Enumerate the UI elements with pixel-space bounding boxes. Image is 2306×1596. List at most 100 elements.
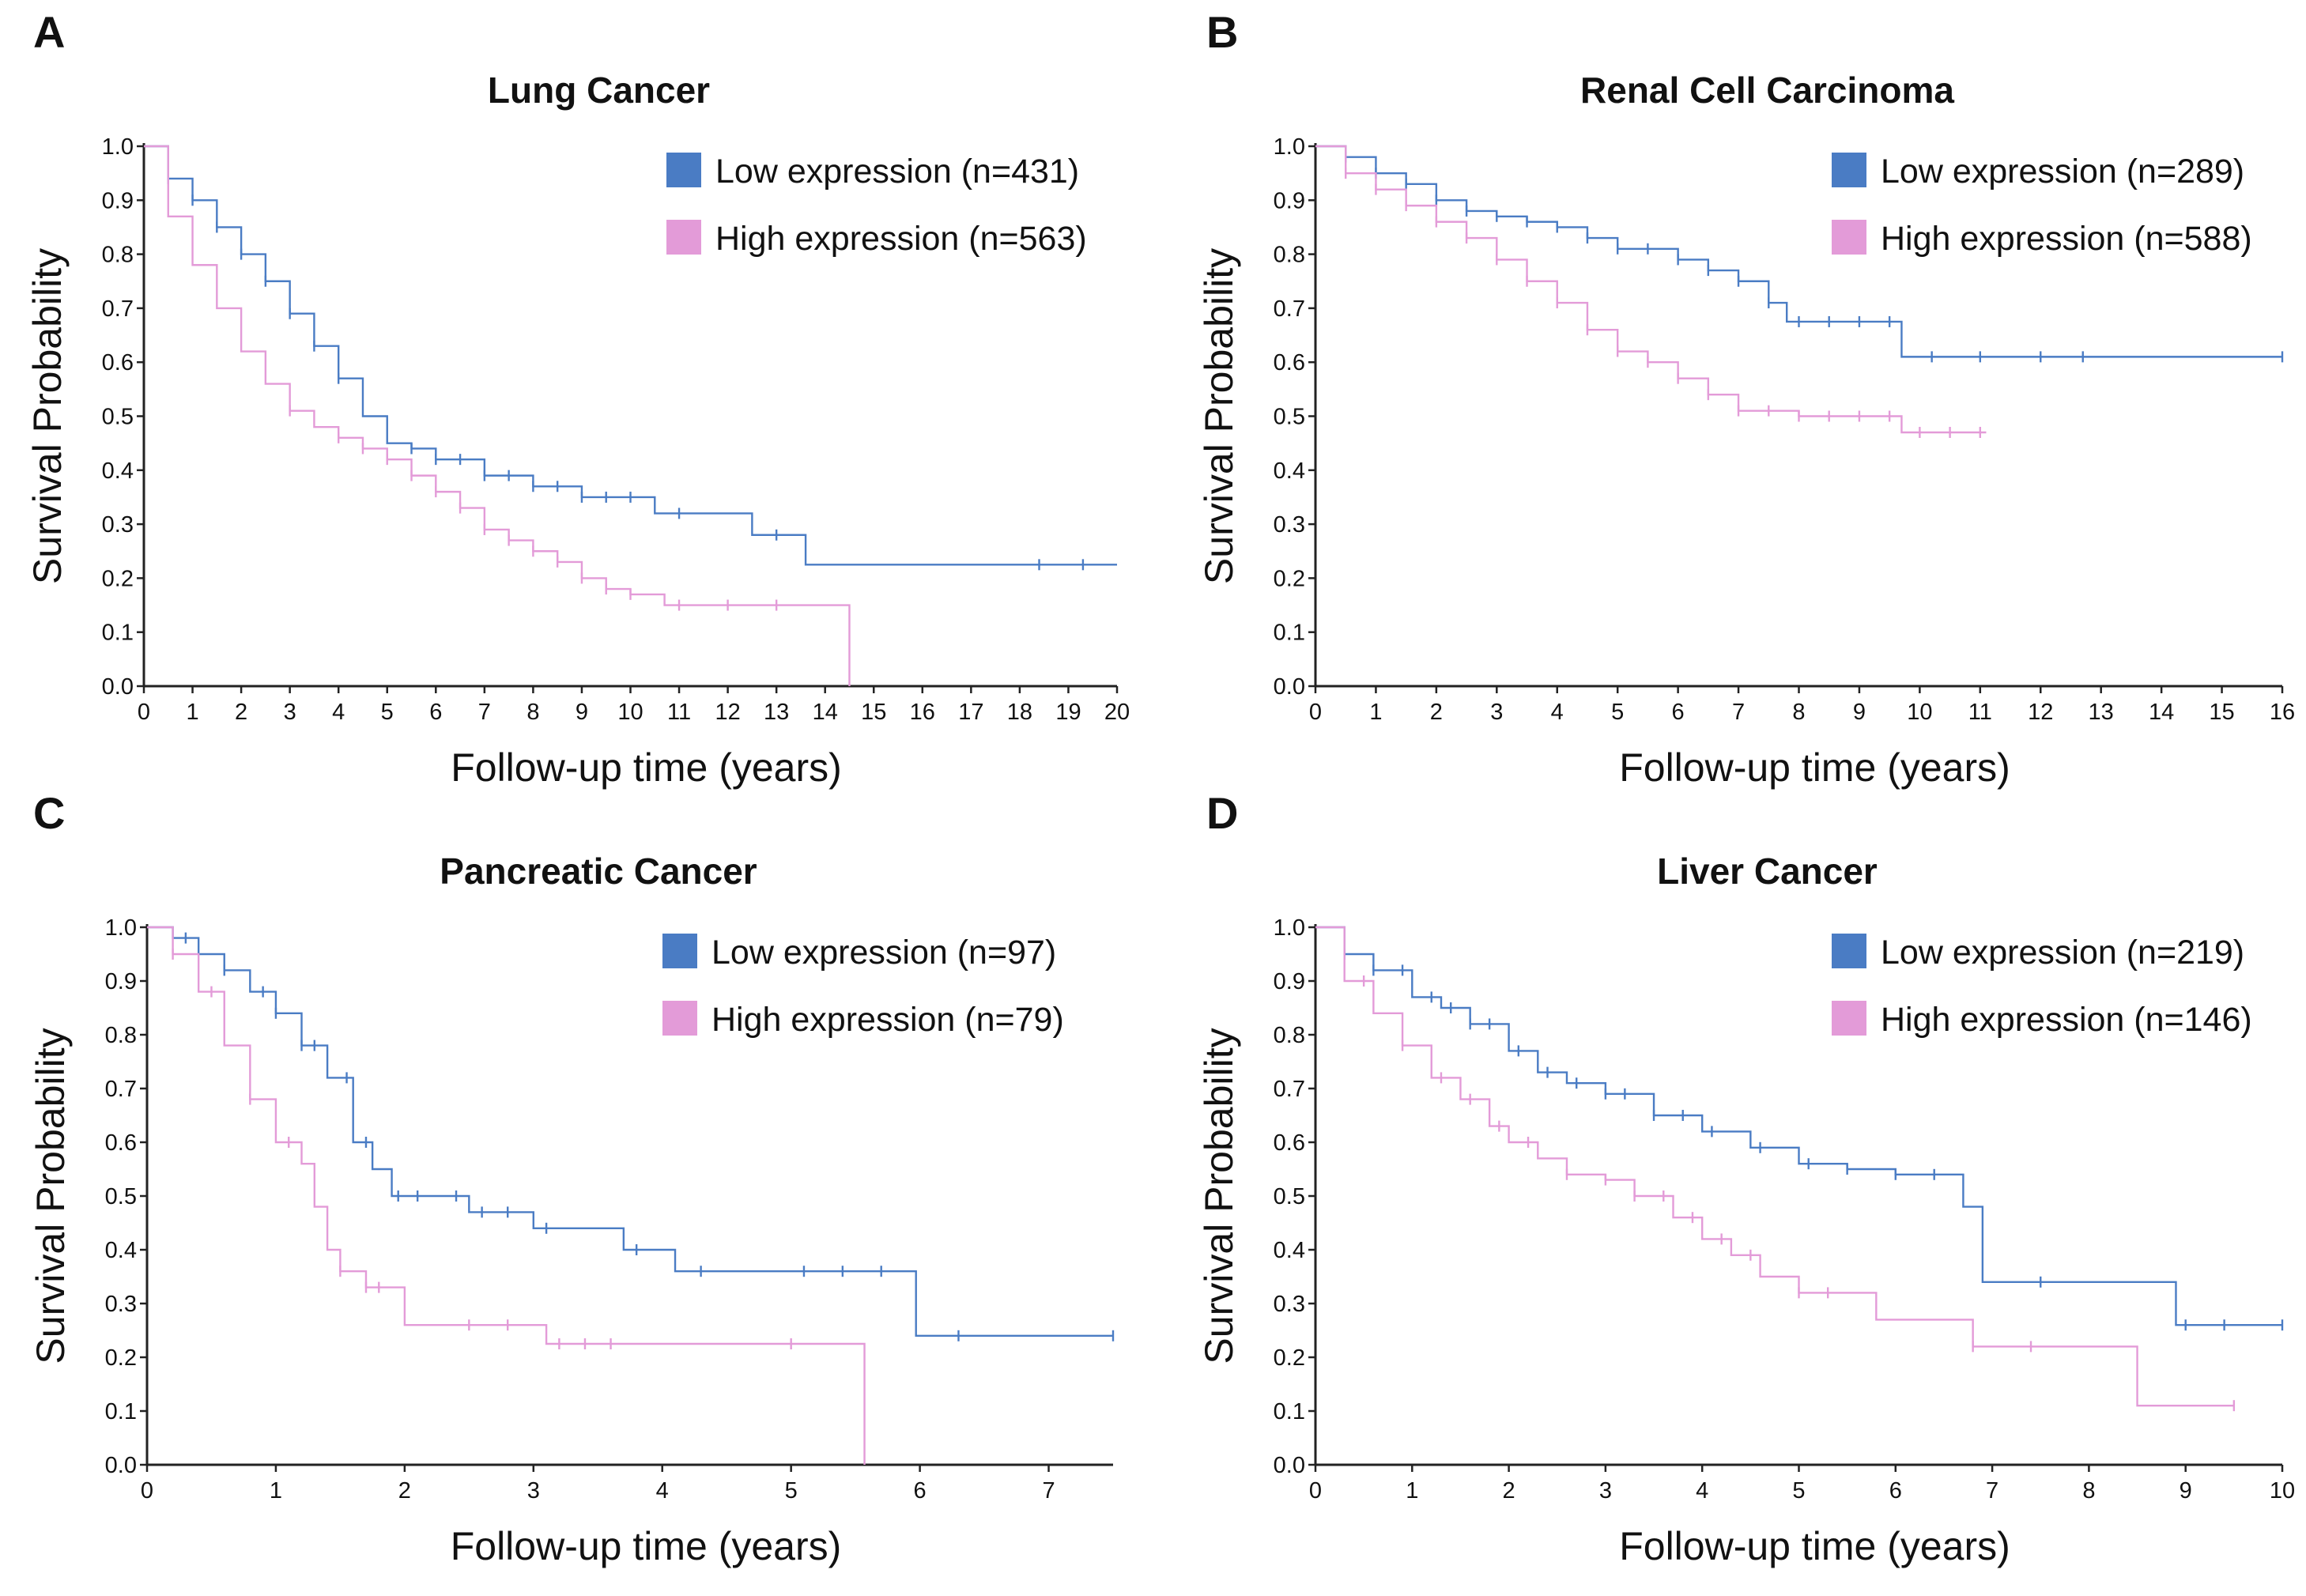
x-tick-label: 7 xyxy=(1042,1478,1055,1504)
x-tick-label: 2 xyxy=(1430,700,1443,725)
y-axis-label: Survival Probability xyxy=(25,248,70,584)
y-tick-label: 0.6 xyxy=(1274,1130,1305,1156)
x-tick-label: 7 xyxy=(478,700,491,725)
x-tick-label: 12 xyxy=(715,700,740,725)
x-axis-label: Follow-up time (years) xyxy=(451,1524,842,1568)
y-tick-label: 0.1 xyxy=(1274,621,1305,646)
legend-label-high: High expression (n=563) xyxy=(715,220,1087,258)
y-tick-label: 0.9 xyxy=(1274,969,1305,994)
x-tick-label: 8 xyxy=(526,700,539,725)
y-tick-label: 0.5 xyxy=(105,1184,137,1209)
x-tick-label: 5 xyxy=(1611,700,1624,725)
x-tick-label: 3 xyxy=(1490,700,1503,725)
x-tick-label: 13 xyxy=(2089,700,2114,725)
chart-title: Lung Cancer xyxy=(488,70,710,111)
x-tick-label: 17 xyxy=(958,700,983,725)
y-tick-label: 0.8 xyxy=(1274,243,1305,268)
x-tick-label: 14 xyxy=(2149,700,2174,725)
x-tick-label: 14 xyxy=(813,700,838,725)
x-tick-label: 9 xyxy=(2180,1478,2192,1504)
x-tick-label: 9 xyxy=(576,700,588,725)
x-tick-label: 11 xyxy=(667,700,691,725)
y-tick-label: 0.5 xyxy=(102,405,134,430)
legend-swatch-low xyxy=(662,934,697,968)
y-tick-label: 0.4 xyxy=(1274,458,1305,484)
y-axis-label: Survival Probability xyxy=(28,1028,73,1364)
x-axis-label: Follow-up time (years) xyxy=(451,745,842,790)
x-tick-label: 15 xyxy=(2209,700,2234,725)
x-tick-label: 5 xyxy=(1792,1478,1805,1504)
x-tick-label: 10 xyxy=(2270,1478,2295,1504)
y-tick-label: 0.1 xyxy=(102,621,134,646)
x-tick-label: 10 xyxy=(1907,700,1932,725)
y-tick-label: 0.3 xyxy=(1274,512,1305,538)
x-tick-label: 8 xyxy=(2082,1478,2095,1504)
x-tick-label: 8 xyxy=(1792,700,1805,725)
x-tick-label: 5 xyxy=(381,700,394,725)
legend-label-low: Low expression (n=289) xyxy=(1881,153,2244,191)
x-tick-label: 2 xyxy=(235,700,247,725)
x-tick-label: 6 xyxy=(1672,700,1685,725)
y-tick-label: 0.7 xyxy=(1274,296,1305,322)
y-tick-label: 0.3 xyxy=(102,512,134,538)
y-tick-label: 0.9 xyxy=(1274,188,1305,213)
series-line-low xyxy=(144,145,1117,566)
series-line-high xyxy=(147,926,866,1465)
y-tick-label: 0.0 xyxy=(102,674,134,700)
x-axis-label: Follow-up time (years) xyxy=(1619,745,2010,790)
x-tick-label: 1 xyxy=(270,1478,282,1504)
y-tick-label: 0.2 xyxy=(1274,1345,1305,1371)
x-tick-label: 4 xyxy=(1551,700,1564,725)
series-line-low xyxy=(147,926,1113,1337)
x-tick-label: 16 xyxy=(2270,700,2295,725)
x-tick-label: 4 xyxy=(1696,1478,1708,1504)
x-tick-label: 3 xyxy=(527,1478,540,1504)
y-tick-label: 0.8 xyxy=(1274,1023,1305,1048)
y-axis-label: Survival Probability xyxy=(1197,248,1241,584)
x-tick-label: 2 xyxy=(398,1478,411,1504)
y-tick-label: 0.3 xyxy=(1274,1292,1305,1317)
y-tick-label: 0.2 xyxy=(105,1345,137,1371)
chart-title: Liver Cancer xyxy=(1657,851,1878,892)
y-tick-label: 0.7 xyxy=(1274,1077,1305,1102)
legend-label-high: High expression (n=588) xyxy=(1881,220,2252,258)
x-tick-label: 1 xyxy=(186,700,198,725)
panel-letter: D xyxy=(1206,788,1238,838)
y-tick-label: 0.6 xyxy=(105,1130,137,1156)
y-tick-label: 0.8 xyxy=(102,243,134,268)
x-tick-label: 18 xyxy=(1007,700,1032,725)
y-tick-label: 0.4 xyxy=(1274,1238,1305,1263)
panel-c: C Pancreatic Cancer 0.0 0.1 0.2 0.3 0.4 0.5 0.6 0… xyxy=(28,788,1115,1568)
panel-letter: C xyxy=(33,788,65,838)
chart-title: Renal Cell Carcinoma xyxy=(1580,70,1954,111)
x-tick-label: 5 xyxy=(785,1478,798,1504)
y-tick-label: 0.3 xyxy=(105,1292,137,1317)
x-tick-label: 10 xyxy=(617,700,643,725)
y-tick-label: 0.5 xyxy=(1274,1184,1305,1209)
x-tick-label: 20 xyxy=(1104,700,1130,725)
legend-swatch-high xyxy=(666,220,701,255)
x-tick-label: 3 xyxy=(1599,1478,1612,1504)
panel-letter: A xyxy=(33,7,65,57)
x-tick-label: 6 xyxy=(429,700,442,725)
y-tick-label: 0.1 xyxy=(105,1399,137,1424)
x-tick-label: 15 xyxy=(861,700,886,725)
x-tick-label: 0 xyxy=(141,1478,153,1504)
legend-swatch-low xyxy=(1832,934,1866,968)
x-tick-label: 0 xyxy=(138,700,150,725)
y-tick-label: 0.5 xyxy=(1274,405,1305,430)
y-tick-label: 0.7 xyxy=(105,1077,137,1102)
x-tick-label: 6 xyxy=(914,1478,927,1504)
legend-swatch-high xyxy=(1832,1001,1866,1036)
legend-swatch-high xyxy=(662,1001,697,1036)
legend-label-low: Low expression (n=431) xyxy=(715,153,1079,191)
y-tick-label: 0.6 xyxy=(1274,350,1305,375)
x-tick-label: 9 xyxy=(1853,700,1866,725)
x-tick-label: 16 xyxy=(910,700,935,725)
y-axis-label: Survival Probability xyxy=(1197,1028,1241,1364)
y-tick-label: 0.0 xyxy=(105,1453,137,1478)
x-tick-label: 4 xyxy=(656,1478,669,1504)
y-tick-label: 1.0 xyxy=(1274,915,1305,941)
x-tick-label: 3 xyxy=(284,700,296,725)
